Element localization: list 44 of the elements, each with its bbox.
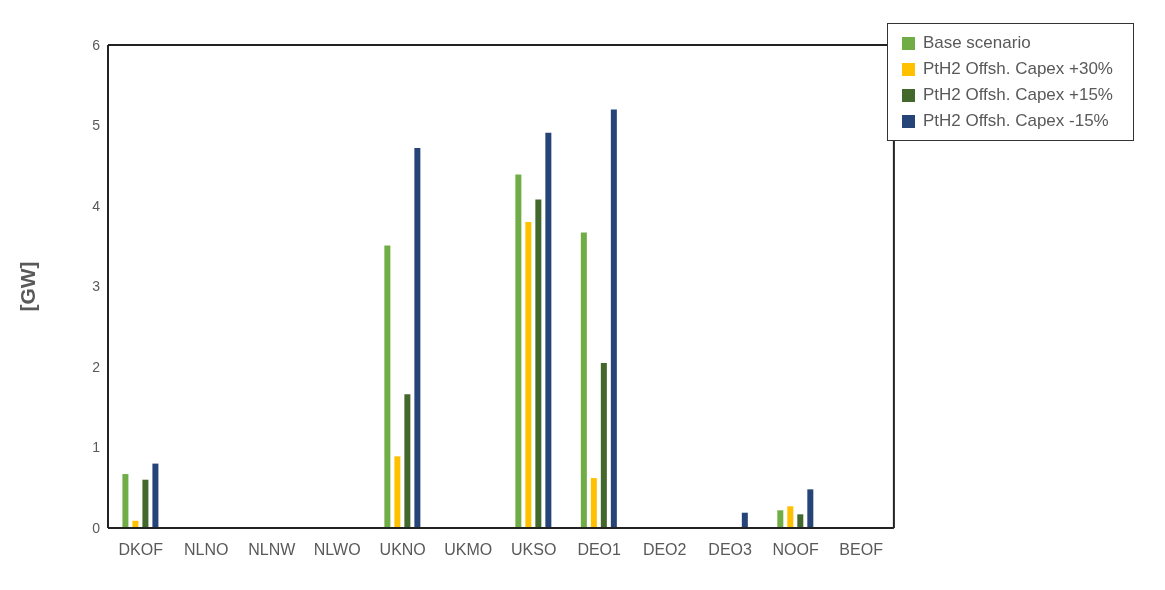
x-tick-label: UKMO [444,541,493,559]
x-tick-label: NLWO [313,541,361,559]
legend-label: PtH2 Offsh. Capex -15% [922,110,1109,132]
x-tick-label: NLNO [184,541,229,559]
y-tick-label: 6 [92,36,101,53]
y-tick-label: 3 [92,278,101,295]
bar [535,199,542,528]
bar [122,474,129,528]
legend-label: PtH2 Offsh. Capex +15% [922,84,1113,106]
legend-label: PtH2 Offsh. Capex +30% [922,58,1113,80]
bar [152,463,159,528]
y-tick-label: 4 [92,197,101,214]
x-tick-label: UKNO [379,541,426,559]
x-tick-label: DEO3 [708,541,753,559]
y-tick-label: 5 [92,117,101,134]
bar [394,456,401,528]
legend-label: Base scenario [922,32,1031,54]
bar [404,394,411,528]
bar [590,478,597,528]
bar [384,245,391,528]
bar [807,489,814,528]
x-tick-label: NLNW [248,541,297,559]
bar [610,109,617,528]
x-tick-label: BEOF [839,541,884,559]
x-tick-label: DKOF [118,541,164,559]
y-axis-title: [GW] [16,261,40,312]
bar [414,148,421,528]
y-tick-label: 1 [92,439,101,456]
bar [142,479,149,528]
x-tick-label: DEO1 [577,541,622,559]
y-tick-label: 2 [92,358,101,375]
bar [600,362,607,528]
bar [580,232,587,528]
x-tick-label: DEO2 [642,541,687,559]
bar [787,506,794,528]
bar [797,514,804,528]
x-tick-label: NOOF [772,541,819,559]
bar [525,222,532,528]
x-tick-label: UKSO [511,541,557,559]
y-tick-label: 0 [92,519,101,536]
bar [741,512,748,528]
bar [545,132,552,528]
bar [777,510,784,528]
bar [515,174,522,528]
